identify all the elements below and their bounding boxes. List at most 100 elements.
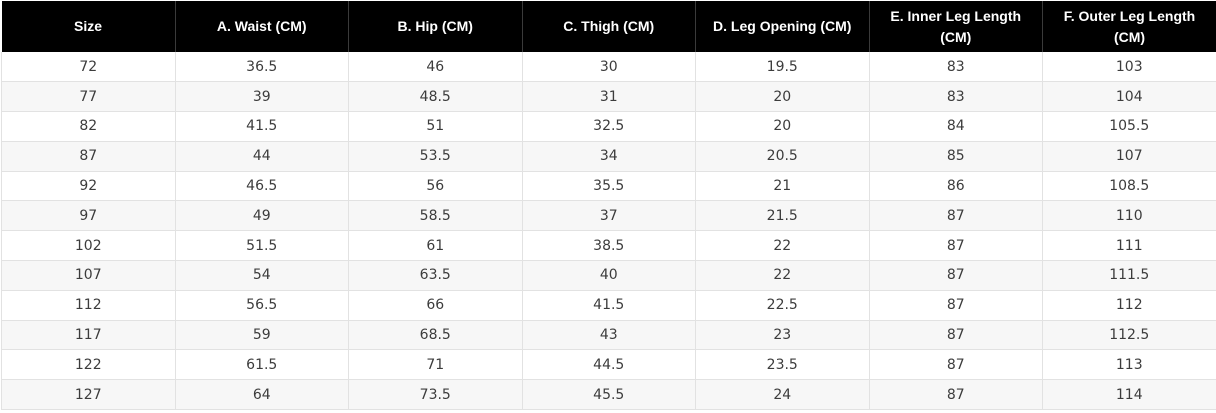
cell-hip: 73.5 [349, 380, 523, 410]
cell-leg-opening: 22 [696, 261, 870, 291]
cell-hip: 53.5 [349, 141, 523, 171]
cell-waist: 54 [175, 261, 349, 291]
cell-inner-leg-length: 87 [869, 261, 1043, 291]
cell-waist: 46.5 [175, 171, 349, 201]
cell-size: 107 [2, 261, 176, 291]
cell-inner-leg-length: 84 [869, 112, 1043, 142]
cell-size: 87 [2, 141, 176, 171]
cell-leg-opening: 21.5 [696, 201, 870, 231]
cell-outer-leg-length: 111.5 [1043, 261, 1216, 291]
cell-hip: 68.5 [349, 320, 523, 350]
cell-thigh: 40 [522, 261, 696, 291]
cell-hip: 63.5 [349, 261, 523, 291]
cell-leg-opening: 21 [696, 171, 870, 201]
cell-size: 77 [2, 82, 176, 112]
cell-thigh: 37 [522, 201, 696, 231]
cell-outer-leg-length: 112 [1043, 290, 1216, 320]
cell-inner-leg-length: 87 [869, 320, 1043, 350]
cell-hip: 56 [349, 171, 523, 201]
column-header-size: Size [2, 1, 176, 52]
cell-thigh: 35.5 [522, 171, 696, 201]
cell-thigh: 44.5 [522, 350, 696, 380]
cell-size: 112 [2, 290, 176, 320]
cell-inner-leg-length: 87 [869, 231, 1043, 261]
column-header-outer-leg-length: F. Outer Leg Length (CM) [1043, 1, 1216, 52]
cell-outer-leg-length: 107 [1043, 141, 1216, 171]
cell-outer-leg-length: 110 [1043, 201, 1216, 231]
cell-outer-leg-length: 104 [1043, 82, 1216, 112]
cell-waist: 41.5 [175, 112, 349, 142]
cell-hip: 46 [349, 52, 523, 82]
cell-size: 82 [2, 112, 176, 142]
cell-size: 92 [2, 171, 176, 201]
cell-thigh: 43 [522, 320, 696, 350]
cell-waist: 59 [175, 320, 349, 350]
cell-hip: 51 [349, 112, 523, 142]
cell-inner-leg-length: 87 [869, 380, 1043, 410]
cell-leg-opening: 23 [696, 320, 870, 350]
cell-leg-opening: 20 [696, 82, 870, 112]
header-row: Size A. Waist (CM) B. Hip (CM) C. Thigh … [2, 1, 1216, 52]
cell-waist: 64 [175, 380, 349, 410]
cell-thigh: 45.5 [522, 380, 696, 410]
cell-leg-opening: 20.5 [696, 141, 870, 171]
cell-hip: 71 [349, 350, 523, 380]
cell-inner-leg-length: 87 [869, 350, 1043, 380]
column-header-hip: B. Hip (CM) [349, 1, 523, 52]
cell-size: 127 [2, 380, 176, 410]
column-header-thigh: C. Thigh (CM) [522, 1, 696, 52]
table-header: Size A. Waist (CM) B. Hip (CM) C. Thigh … [2, 1, 1216, 52]
cell-waist: 51.5 [175, 231, 349, 261]
cell-leg-opening: 20 [696, 112, 870, 142]
cell-waist: 49 [175, 201, 349, 231]
cell-inner-leg-length: 85 [869, 141, 1043, 171]
cell-thigh: 30 [522, 52, 696, 82]
cell-thigh: 32.5 [522, 112, 696, 142]
cell-outer-leg-length: 105.5 [1043, 112, 1216, 142]
cell-inner-leg-length: 86 [869, 171, 1043, 201]
cell-thigh: 41.5 [522, 290, 696, 320]
cell-outer-leg-length: 114 [1043, 380, 1216, 410]
cell-thigh: 31 [522, 82, 696, 112]
cell-leg-opening: 19.5 [696, 52, 870, 82]
column-header-waist: A. Waist (CM) [175, 1, 349, 52]
cell-size: 72 [2, 52, 176, 82]
cell-size: 122 [2, 350, 176, 380]
cell-hip: 66 [349, 290, 523, 320]
cell-hip: 61 [349, 231, 523, 261]
cell-outer-leg-length: 112.5 [1043, 320, 1216, 350]
cell-inner-leg-length: 87 [869, 201, 1043, 231]
cell-waist: 36.5 [175, 52, 349, 82]
cell-waist: 39 [175, 82, 349, 112]
cell-outer-leg-length: 103 [1043, 52, 1216, 82]
cell-waist: 44 [175, 141, 349, 171]
cell-outer-leg-length: 111 [1043, 231, 1216, 261]
column-header-inner-leg-length: E. Inner Leg Length (CM) [869, 1, 1043, 52]
cell-size: 102 [2, 231, 176, 261]
cell-thigh: 34 [522, 141, 696, 171]
cell-leg-opening: 22.5 [696, 290, 870, 320]
cell-size: 97 [2, 201, 176, 231]
cell-inner-leg-length: 83 [869, 82, 1043, 112]
cell-hip: 48.5 [349, 82, 523, 112]
cell-inner-leg-length: 87 [869, 290, 1043, 320]
cell-outer-leg-length: 108.5 [1043, 171, 1216, 201]
cell-waist: 56.5 [175, 290, 349, 320]
cell-hip: 58.5 [349, 201, 523, 231]
cell-leg-opening: 24 [696, 380, 870, 410]
cell-leg-opening: 22 [696, 231, 870, 261]
